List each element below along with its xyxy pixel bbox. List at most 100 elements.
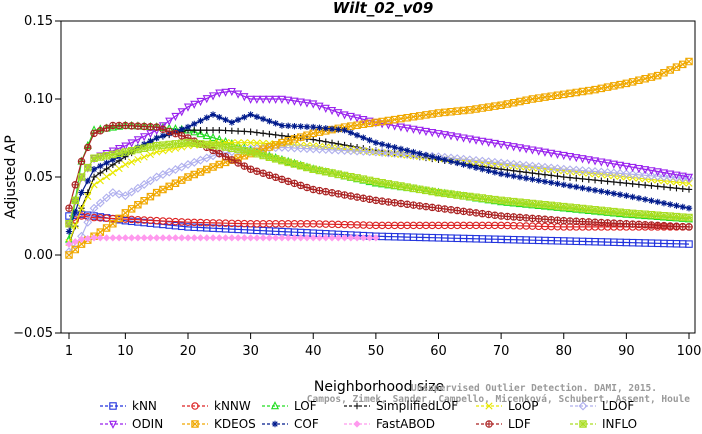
data-point-ldof: [646, 171, 656, 181]
data-point-ldf: [165, 127, 173, 136]
data-point-ldof: [578, 166, 588, 176]
data-point-ldf: [503, 212, 512, 221]
data-point-odin: [572, 154, 581, 163]
data-point-cof: [90, 166, 98, 173]
data-point-kdeos: [96, 228, 105, 236]
data-point-ldof: [177, 162, 187, 172]
data-point-cof: [341, 127, 348, 134]
data-point-inflo: [434, 188, 443, 197]
data-point-ldf: [127, 122, 136, 130]
data-point-inflo: [547, 201, 555, 210]
data-point-kdeos: [509, 98, 518, 107]
x-tick-label: 90: [618, 344, 635, 359]
data-point-simplifiedlof: [241, 128, 248, 135]
data-point-cof: [397, 145, 405, 153]
data-point-cof: [429, 153, 436, 160]
data-point-cof: [228, 119, 236, 126]
data-point-ldf: [522, 214, 530, 222]
data-point-cof: [635, 195, 643, 202]
data-point-simplifiedlof: [566, 174, 574, 181]
data-point-loop: [96, 177, 104, 185]
data-point-odin: [653, 168, 662, 177]
data-point-inflo: [365, 176, 374, 185]
data-point-kdeos: [585, 86, 593, 95]
data-point-ldf: [641, 221, 649, 229]
data-point-kdeos: [278, 138, 286, 147]
data-point-cof: [335, 126, 342, 133]
data-point-cof: [598, 188, 605, 195]
data-point-fastabod: [253, 234, 261, 242]
data-point-kdeos: [115, 214, 123, 223]
data-point-fastabod: [359, 234, 367, 242]
data-point-fastabod: [234, 234, 242, 242]
data-point-inflo: [428, 187, 436, 196]
data-point-cof: [310, 123, 317, 131]
legend-item-odin: ODIN: [100, 417, 163, 431]
series-ldf: [65, 121, 693, 231]
data-point-inflo: [347, 172, 355, 181]
data-point-inflo: [453, 191, 462, 199]
data-point-cof: [216, 114, 223, 121]
data-point-kdeos: [566, 89, 574, 98]
data-point-fastabod: [65, 240, 73, 248]
data-point-inflo: [240, 147, 249, 155]
data-point-ldf: [290, 179, 299, 188]
data-point-odin: [559, 151, 568, 161]
data-point-ldf: [253, 167, 261, 175]
data-point-inflo: [516, 198, 524, 207]
data-point-inflo: [422, 186, 430, 195]
data-point-ldof: [615, 168, 625, 178]
data-point-ldf: [497, 212, 505, 220]
data-point-ldof: [346, 146, 356, 156]
data-point-odin: [453, 133, 462, 142]
data-point-kdeos: [384, 116, 393, 125]
data-point-ldof: [296, 143, 306, 153]
data-point-ldof: [340, 146, 350, 155]
data-point-inflo: [585, 205, 593, 213]
data-point-odin: [553, 150, 562, 159]
data-point-ldof: [396, 149, 406, 159]
data-point-ldof: [484, 157, 494, 167]
data-point-odin: [284, 96, 293, 105]
series-fastabod: [65, 234, 380, 248]
data-point-inflo: [409, 184, 418, 192]
data-point-inflo: [466, 192, 474, 201]
data-point-ldf: [660, 222, 668, 230]
data-point-simplifiedlof: [667, 184, 674, 191]
data-point-cof: [679, 203, 686, 211]
data-point-ldof: [83, 217, 93, 227]
data-point-ldf: [152, 123, 161, 131]
data-point-fastabod: [297, 234, 305, 242]
data-point-kdeos: [541, 93, 549, 101]
legend-label-knn: kNN: [132, 399, 157, 413]
data-point-cof: [441, 156, 448, 164]
data-point-odin: [622, 162, 631, 172]
data-point-inflo: [265, 153, 274, 161]
data-point-inflo: [616, 208, 624, 217]
legend-label-kdeos: KDEOS: [214, 417, 256, 431]
data-point-inflo: [90, 154, 98, 163]
data-point-loop: [153, 148, 161, 156]
data-point-ldf: [240, 162, 249, 170]
data-point-lof: [208, 132, 218, 141]
data-point-ldf: [447, 206, 455, 214]
data-point-simplifiedlof: [535, 170, 542, 178]
data-point-inflo: [303, 163, 311, 172]
data-point-ldof: [202, 153, 212, 163]
data-point-odin: [196, 97, 205, 107]
data-point-kdeos: [65, 251, 73, 259]
data-point-inflo: [340, 171, 349, 180]
data-point-ldf: [434, 204, 443, 212]
data-point-inflo: [647, 211, 656, 219]
data-point-inflo: [334, 170, 343, 178]
data-point-ldf: [359, 194, 368, 202]
data-point-odin: [509, 143, 518, 152]
data-point-ldf: [415, 202, 424, 210]
data-point-simplifiedlof: [585, 176, 592, 183]
data-point-ldf: [96, 127, 105, 135]
data-point-odin: [190, 100, 199, 109]
data-point-simplifiedlof: [222, 127, 229, 134]
data-point-simplifiedlof: [266, 130, 273, 138]
data-point-cof: [322, 125, 329, 132]
data-point-simplifiedlof: [610, 178, 618, 186]
